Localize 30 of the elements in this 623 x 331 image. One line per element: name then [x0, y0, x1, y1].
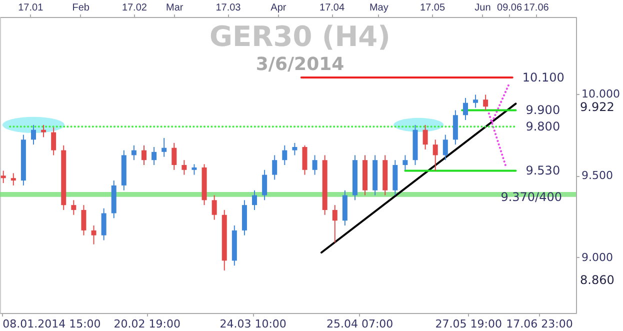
x2-tick-label: 17.02: [122, 2, 148, 14]
y-tick-label: 9.500: [582, 169, 613, 182]
x2-tick-label: Mar: [166, 2, 184, 14]
x2-tick-label: Apr: [270, 2, 287, 14]
x2-tick-label: 17.01: [18, 2, 44, 14]
x-tick-label: 25.04 07:00: [326, 318, 394, 330]
y-tick-label: 10.000: [582, 87, 620, 100]
y-tick-label: 9.000: [582, 250, 613, 264]
x2-tick-label: 17.04: [320, 2, 345, 14]
x2-tick-label: May: [369, 2, 388, 14]
x2-tick-label: 09.06: [497, 2, 522, 14]
x-tick-label: 27.05 19:00: [435, 318, 502, 330]
text: 9.922: [580, 100, 614, 114]
text: 8.860: [580, 273, 614, 287]
series-label: 10.100: [522, 70, 564, 85]
x2-tick-label: 17.03: [216, 2, 242, 14]
series-label: 9.800: [526, 120, 560, 134]
x-tick-label: 24.03 10:00: [220, 318, 286, 330]
x-tick-label: 08.01.2014 15:00: [2, 318, 101, 330]
x2-tick-label: 17.06: [524, 2, 550, 14]
chart-title: GER30 (H4): [210, 20, 390, 53]
band-label: 9.370/400: [500, 190, 562, 204]
text: 3/6/2014: [256, 54, 344, 75]
x2-tick-label: 17.05: [420, 2, 446, 14]
x-tick-label: 17.06 23:00: [506, 318, 573, 330]
series-label: 9.530: [526, 164, 560, 178]
x2-tick-label: Feb: [72, 2, 90, 14]
x2-tick-label: Jun: [474, 2, 491, 14]
x-tick-label: 20.02 19:00: [114, 318, 180, 330]
series-label: 9.900: [526, 103, 560, 118]
